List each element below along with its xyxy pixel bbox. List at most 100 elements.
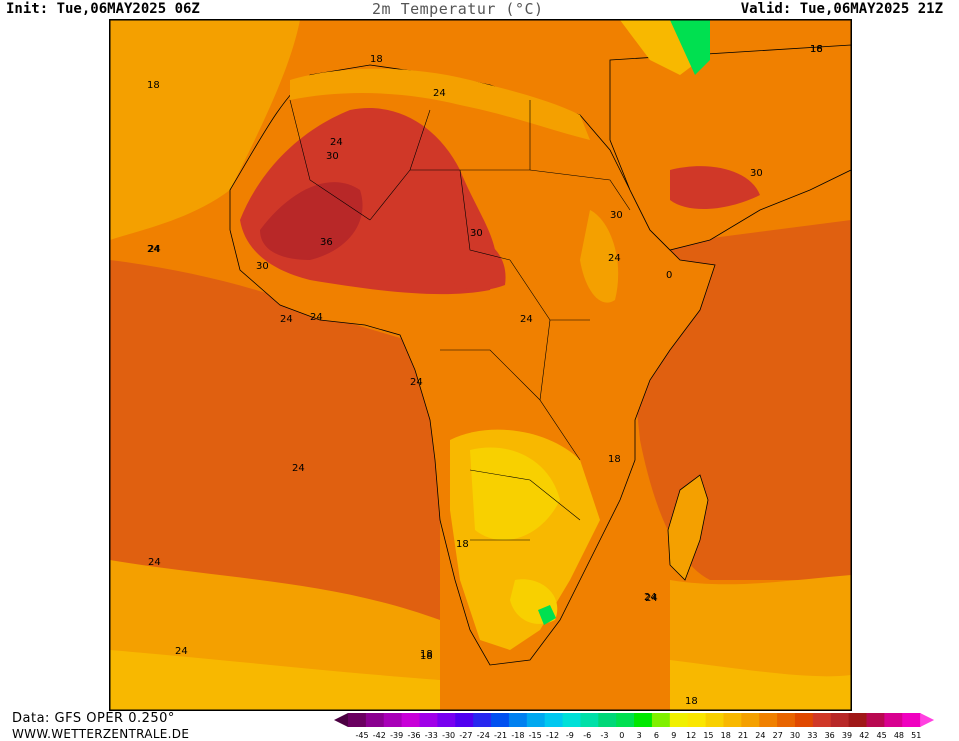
contour-label: 24 [292,463,305,474]
data-source: Data: GFS OPER 0.250° [12,711,175,726]
colorbar-tick-label: 39 [842,731,852,740]
contour-label: 24 [433,88,446,99]
colorbar-tick-label: 42 [859,731,869,740]
contour-label: 18 [685,696,698,707]
colorbar-cell [598,713,617,727]
kalahari-cool [470,447,560,540]
contour-label: 18 [147,80,160,91]
contour-label: 24 [147,244,160,255]
colorbar-cell [365,713,385,727]
colorbar-cell [383,713,403,727]
colorbar-tick-label: 33 [807,731,817,740]
contour-label: 24 [644,592,657,603]
colorbar-cell [419,713,438,727]
colorbar-cell [616,713,635,727]
colorbar-tick-label: 18 [721,731,731,740]
colorbar-tick-label: -6 [583,731,591,740]
contour-label: 30 [326,151,339,162]
colorbar-tick-label: -24 [477,731,490,740]
madagascar [667,474,709,581]
temperature-map[interactable]: 18 16 18 24 24 30 30 36 30 24 30 30 24 0 24 24 24 24 18 24 1… [109,19,852,711]
init-time: Init: Tue,06MAY2025 06Z [6,1,200,17]
colorbar-tick-label: 6 [654,731,659,740]
colorbar-tick-label: 30 [790,731,800,740]
colorbar-tick-label: -15 [529,731,542,740]
colorbar-cell [401,713,421,727]
contour-label: 24 [310,312,323,323]
colorbar-cell [562,713,581,727]
colorbar-tick-label: 3 [637,731,642,740]
contour-label: 24 [608,253,621,264]
colorbar-tick-label: 15 [703,731,713,740]
colorbar: -45 -42 -39 -36 -33 -30 -27 -24 -21 -18 -15 -12 -9 -6… [334,713,935,740]
ethiopia-mild [580,210,619,303]
colorbar-cell [812,713,832,727]
colorbar-tick-label: 48 [894,731,904,740]
colorbar-tick-label: -30 [442,731,455,740]
colorbar-cell [437,713,456,727]
colorbar-tick-label: -18 [511,731,524,740]
colorbar-tick-label: -9 [566,731,574,740]
colorbar-tick-label: -12 [546,731,559,740]
colorbar-cell [473,713,492,727]
north-coast-mild [290,68,590,140]
colorbar-cell [741,713,760,727]
ocean-cooler-se [670,660,851,710]
ocean-warm-atlantic [110,260,440,620]
contour-label: 30 [256,261,269,272]
lesotho-cold [538,605,556,625]
colorbar-cell [848,713,867,727]
colorbar-tick-label: 12 [686,731,696,740]
ocean-cooler-sw [110,650,440,710]
contour-label: 24 [280,314,293,325]
colorbar-cell [705,713,724,727]
country-borders [289,99,631,541]
colorbar-cell [526,713,546,727]
colorbar-cell [455,713,474,727]
valid-time: Valid: Tue,06MAY2025 21Z [740,1,943,17]
colorbar-cell [884,713,903,727]
contour-label: 24 [175,646,188,657]
colorbar-cell [759,713,778,727]
colorbar-cell [902,713,921,727]
contour-label: 24 [148,244,161,255]
contour-labels: 1816182424303036302430302402424242418241… [147,44,823,707]
colorbar-arrow-right [920,713,935,727]
colorbar-tick-label: -36 [407,731,420,740]
colorbar-cell [651,713,671,727]
contour-label: 0 [666,270,672,281]
colorbar-cell [777,713,796,727]
colorbar-cell [830,713,850,727]
colorbar-cell [669,713,689,727]
colorbar-tick-label: -42 [373,731,386,740]
colorbar-tick-label: -27 [459,731,472,740]
contour-label: 18 [420,649,433,660]
colorbar-tick-label: 45 [877,731,887,740]
colorbar-cell [723,713,742,727]
colorbar-cell [866,713,885,727]
arabia-hot [670,166,760,210]
colorbar-cell [491,713,510,727]
contour-label: 18 [456,539,469,550]
colorbar-tick-label: -3 [601,731,609,740]
colorbar-tick-label: 51 [911,731,921,740]
colorbar-cell [794,713,814,727]
colorbar-tick-label: -21 [494,731,507,740]
ocean-north-atl [110,20,300,240]
colorbar-cell [580,713,599,727]
contour-label: 24 [148,557,161,568]
contour-label: 30 [750,168,763,179]
colorbar-cell [508,713,528,727]
contour-label: 16 [810,44,823,55]
map-canvas: 1816182424303036302430302402424242418241… [110,20,851,710]
colorbar-tick-label: 0 [619,731,624,740]
colorbar-tick-label: -33 [425,731,438,740]
contour-label: 24 [410,377,423,388]
website: WWW.WETTERZENTRALE.DE [12,727,190,741]
colorbar-tick-label: -45 [355,731,368,740]
colorbar-cell [687,713,707,727]
contour-label: 24 [330,137,343,148]
colorbar-tick-label: 21 [738,731,748,740]
map-title: 2m Temperatur (°C) [372,0,544,18]
contour-label: 30 [610,210,623,221]
